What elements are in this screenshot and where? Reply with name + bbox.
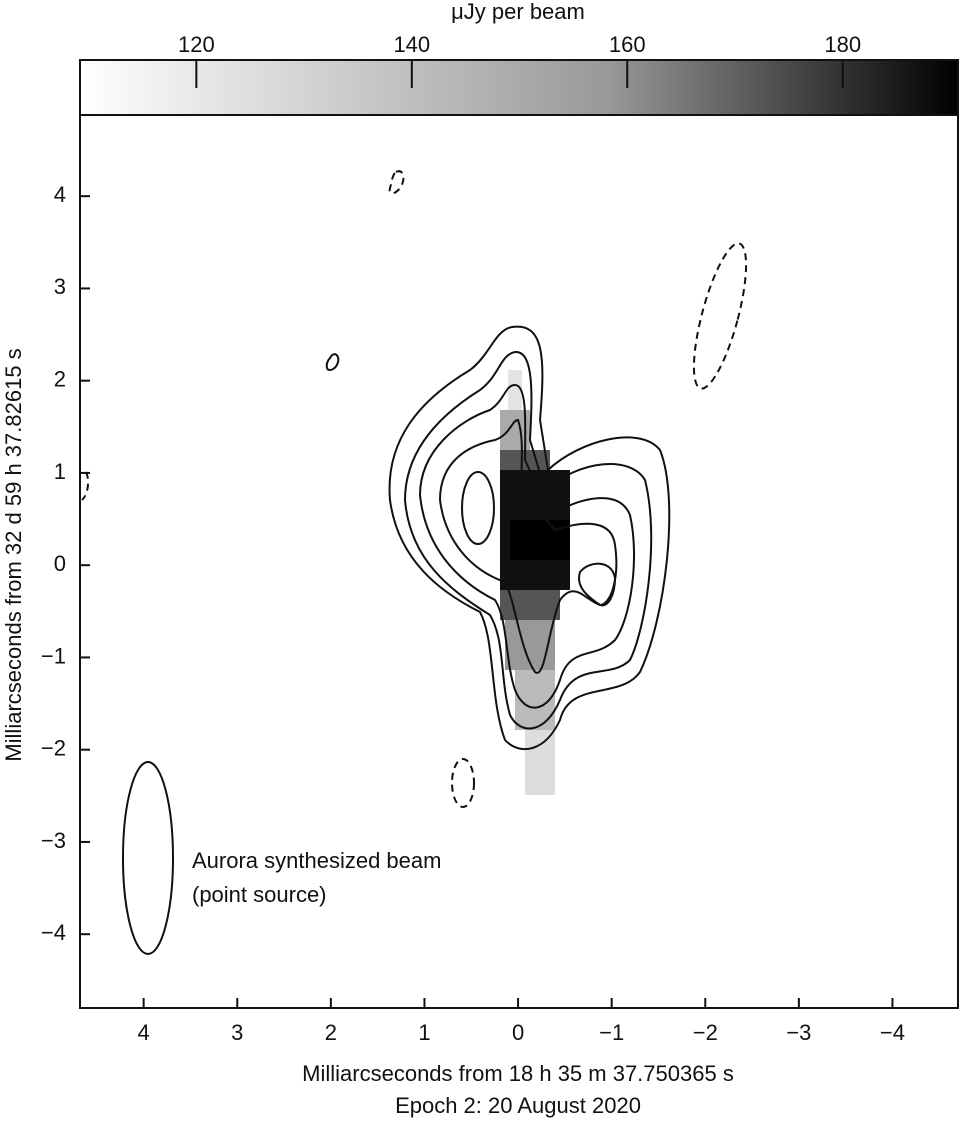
y-tick-label: 1 <box>54 459 66 484</box>
x-tick-label: −3 <box>786 1020 811 1045</box>
colorbar-label: μJy per beam <box>451 0 585 24</box>
x-tick-label: −1 <box>599 1020 624 1045</box>
image <box>81 170 748 808</box>
x-tick-label: 1 <box>418 1020 430 1045</box>
x-tick-label: 4 <box>138 1020 150 1045</box>
caption: Epoch 2: 20 August 2020 <box>395 1093 641 1118</box>
x-tick-label: 0 <box>512 1020 524 1045</box>
y-tick-label: −2 <box>41 736 66 761</box>
y-tick-label: 0 <box>54 551 66 576</box>
y-tick-label: 4 <box>54 182 66 207</box>
y-tick-label: −4 <box>41 920 66 945</box>
x-tick-label: 3 <box>231 1020 243 1045</box>
colorbar-tick-label: 180 <box>824 32 861 57</box>
x-tick-label: −2 <box>693 1020 718 1045</box>
y-tick-label: 2 <box>54 366 66 391</box>
annotation: Aurora synthesized beam <box>192 848 441 873</box>
colorbar-tick-label: 120 <box>178 32 215 57</box>
colorbar-tick-label: 140 <box>393 32 430 57</box>
y-tick-label: −1 <box>41 643 66 668</box>
y-tick-label: −3 <box>41 828 66 853</box>
y-tick-label: 3 <box>54 274 66 299</box>
annotation: (point source) <box>192 882 327 907</box>
x-tick-label: −4 <box>880 1020 905 1045</box>
y-axis-label: Milliarcseconds from 32 d 59 h 37.82615 … <box>1 348 26 761</box>
x-tick-label: 2 <box>325 1020 337 1045</box>
beam <box>122 761 174 955</box>
colorbar <box>79 59 959 116</box>
colorbar-tick-label: 160 <box>609 32 646 57</box>
x-axis-label: Milliarcseconds from 18 h 35 m 37.750365… <box>302 1061 734 1086</box>
